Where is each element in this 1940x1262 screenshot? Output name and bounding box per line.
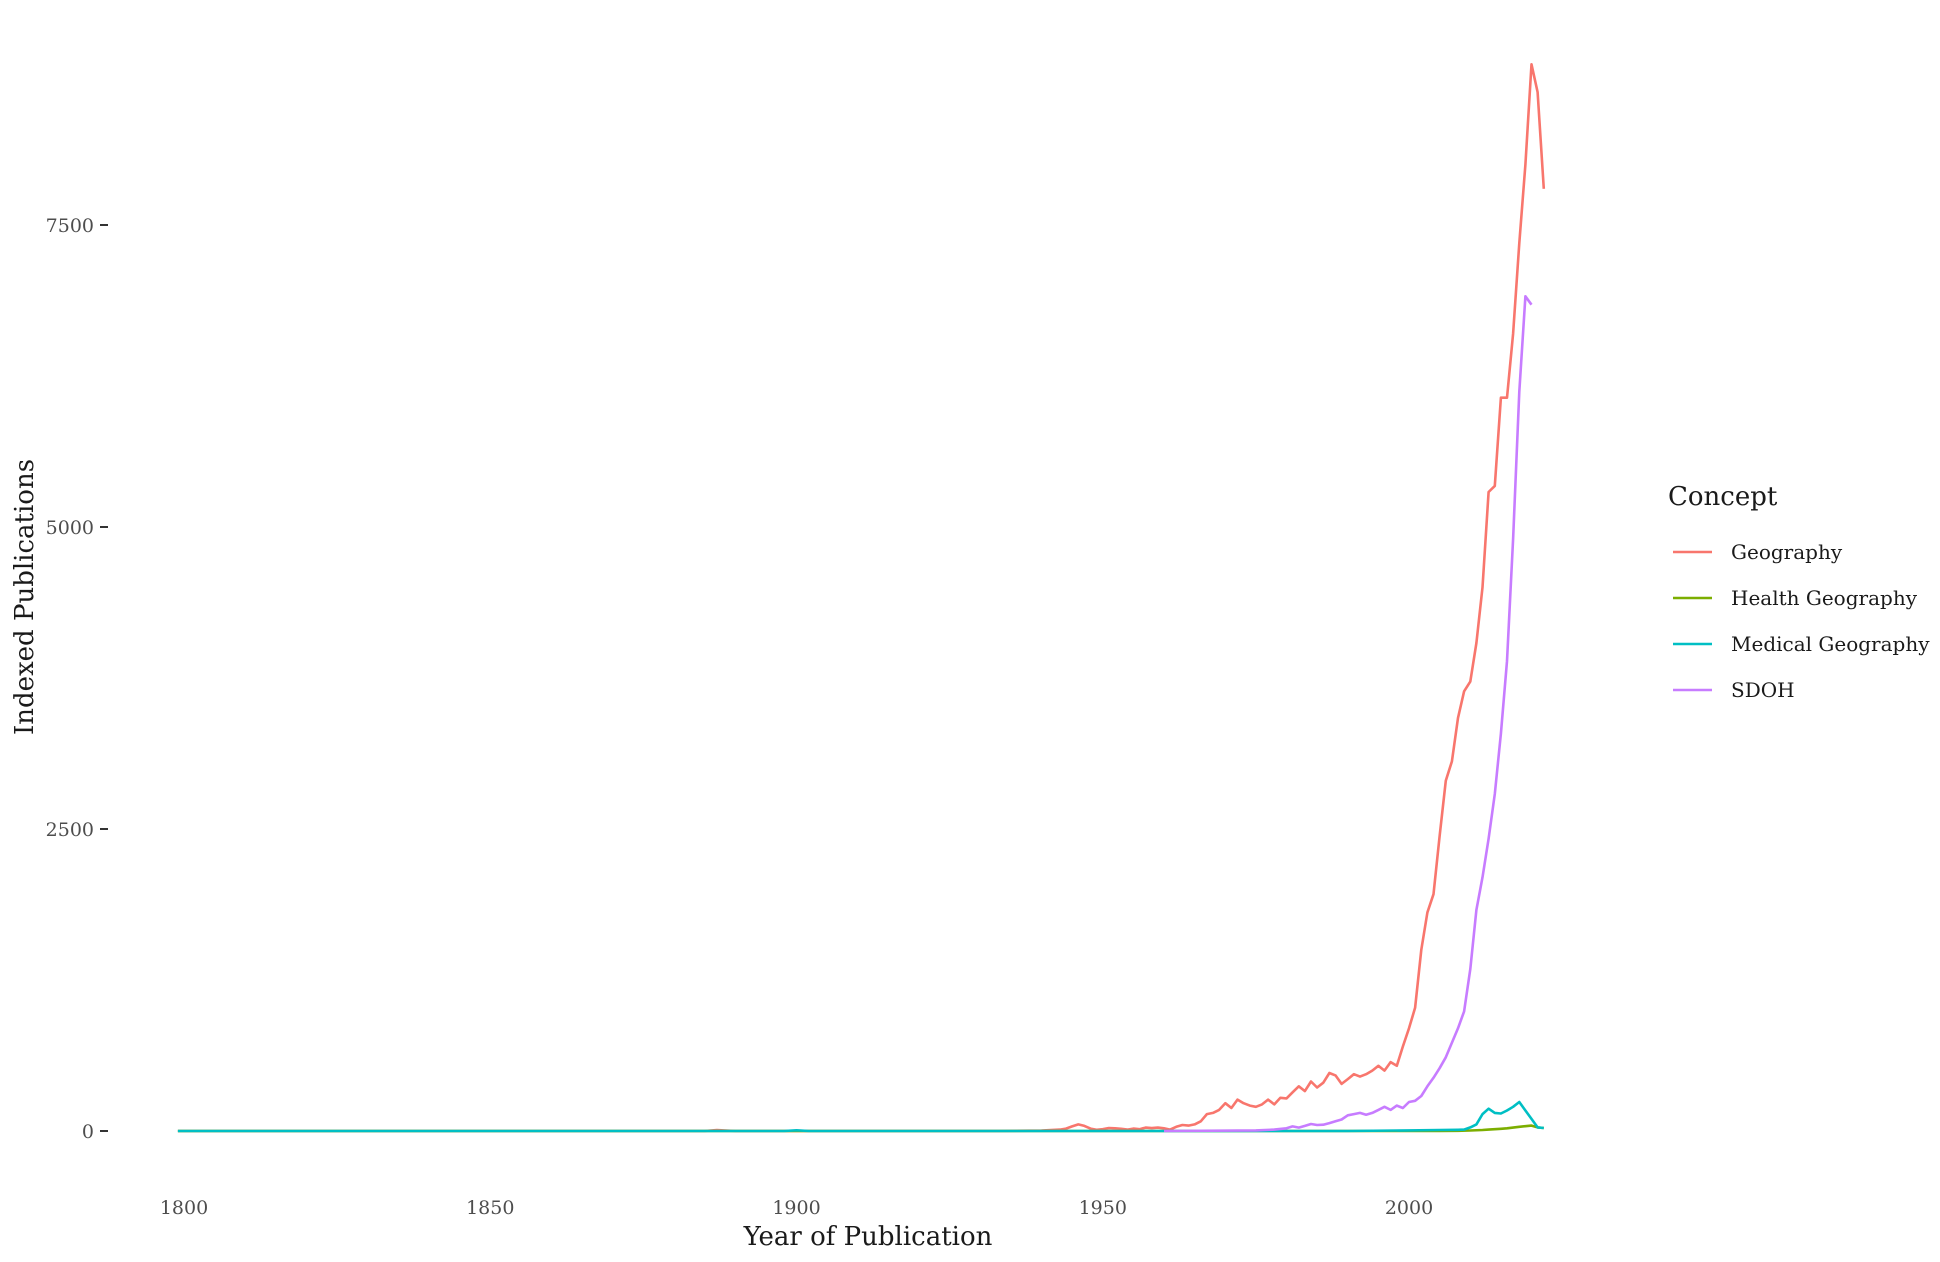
x-tick-label: 1800 bbox=[160, 1197, 208, 1219]
legend-label: Health Geography bbox=[1731, 586, 1918, 610]
series-line-medical-geography bbox=[177, 1100, 1544, 1133]
y-tick-label: 2500 bbox=[46, 819, 94, 841]
series-line-sdoh bbox=[1163, 295, 1533, 1133]
legend-item-medical-geography: Medical Geography bbox=[1673, 632, 1930, 656]
legend-title: Concept bbox=[1668, 482, 1778, 512]
x-axis: 1800 1850 1900 1950 2000 bbox=[160, 1197, 1433, 1219]
legend-items: Geography Health Geography Medical Geograp… bbox=[1673, 540, 1930, 702]
x-tick-label: 1900 bbox=[772, 1197, 820, 1219]
legend: Concept Geography Health Geography Medical… bbox=[1668, 482, 1930, 702]
y-tick-label: 5000 bbox=[46, 517, 94, 539]
x-tick-label: 1850 bbox=[466, 1197, 514, 1219]
x-tick-label: 2000 bbox=[1385, 1197, 1433, 1219]
y-tick-label: 0 bbox=[82, 1121, 94, 1143]
legend-item-sdoh: SDOH bbox=[1673, 678, 1795, 702]
y-tick-label: 7500 bbox=[46, 215, 94, 237]
legend-item-health-geography: Health Geography bbox=[1673, 586, 1918, 610]
legend-item-geography: Geography bbox=[1673, 540, 1843, 564]
x-tick-label: 1950 bbox=[1079, 1197, 1127, 1219]
legend-label: Medical Geography bbox=[1731, 632, 1930, 656]
series-lines bbox=[177, 63, 1546, 1133]
legend-label: Geography bbox=[1731, 540, 1843, 564]
y-axis-title: Indexed Publications bbox=[10, 459, 40, 735]
legend-label: SDOH bbox=[1731, 678, 1795, 702]
series-line-geography bbox=[177, 63, 1546, 1133]
x-axis-title: Year of Publication bbox=[743, 1222, 993, 1252]
y-axis: 0 2500 5000 7500 bbox=[46, 215, 108, 1143]
